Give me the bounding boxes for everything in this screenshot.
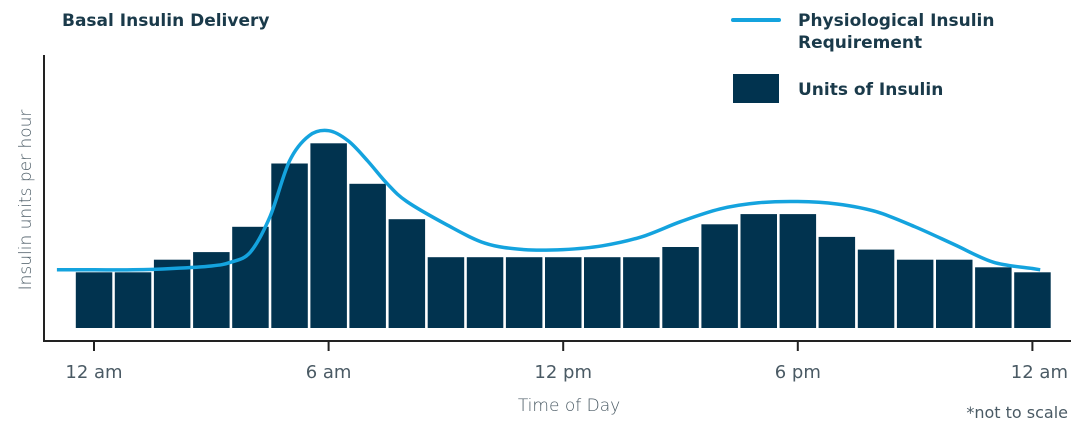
bar — [936, 259, 973, 328]
bar — [779, 214, 817, 328]
chart-title: Basal Insulin Delivery — [62, 11, 269, 31]
bar — [701, 224, 738, 328]
x-ticks-layer: 12 am 6 am 12 pm 6 pm 12 am — [65, 341, 1068, 383]
bar — [75, 272, 113, 328]
bar — [1014, 272, 1051, 328]
x-tick-label: 12 pm — [534, 362, 592, 383]
x-tick-label: 6 am — [306, 362, 352, 383]
x-axis-label: Time of Day — [518, 396, 620, 416]
bar — [857, 249, 895, 328]
legend: Physiological Insulin Requirement Units … — [731, 11, 1000, 103]
line-layer — [56, 128, 1041, 272]
x-tick-label: 12 am — [65, 362, 122, 383]
legend-bar-swatch — [733, 74, 779, 103]
bar — [818, 236, 856, 328]
bar — [545, 257, 582, 328]
bars-layer — [75, 143, 1051, 328]
bar — [896, 259, 934, 328]
bar — [232, 226, 269, 328]
y-axis-label: Insulin units per hour — [16, 110, 36, 291]
bar — [114, 272, 152, 328]
bar — [427, 257, 465, 328]
x-tick-label: 6 pm — [775, 362, 821, 383]
footnote: *not to scale — [966, 403, 1068, 422]
bar — [388, 219, 426, 328]
bar — [623, 257, 660, 328]
bar — [975, 267, 1012, 328]
bar — [349, 183, 386, 328]
bar — [584, 257, 621, 328]
bar — [740, 214, 777, 328]
bar — [271, 163, 308, 328]
requirement-line — [56, 128, 1041, 272]
bar — [310, 143, 347, 328]
x-tick-label: 12 am — [1011, 362, 1068, 383]
bar — [505, 257, 543, 328]
legend-bar-label: Units of Insulin — [798, 80, 943, 100]
bar — [466, 257, 504, 328]
bar — [662, 247, 699, 328]
bar — [153, 259, 191, 328]
legend-line-label: Physiological Insulin Requirement — [798, 11, 1000, 53]
